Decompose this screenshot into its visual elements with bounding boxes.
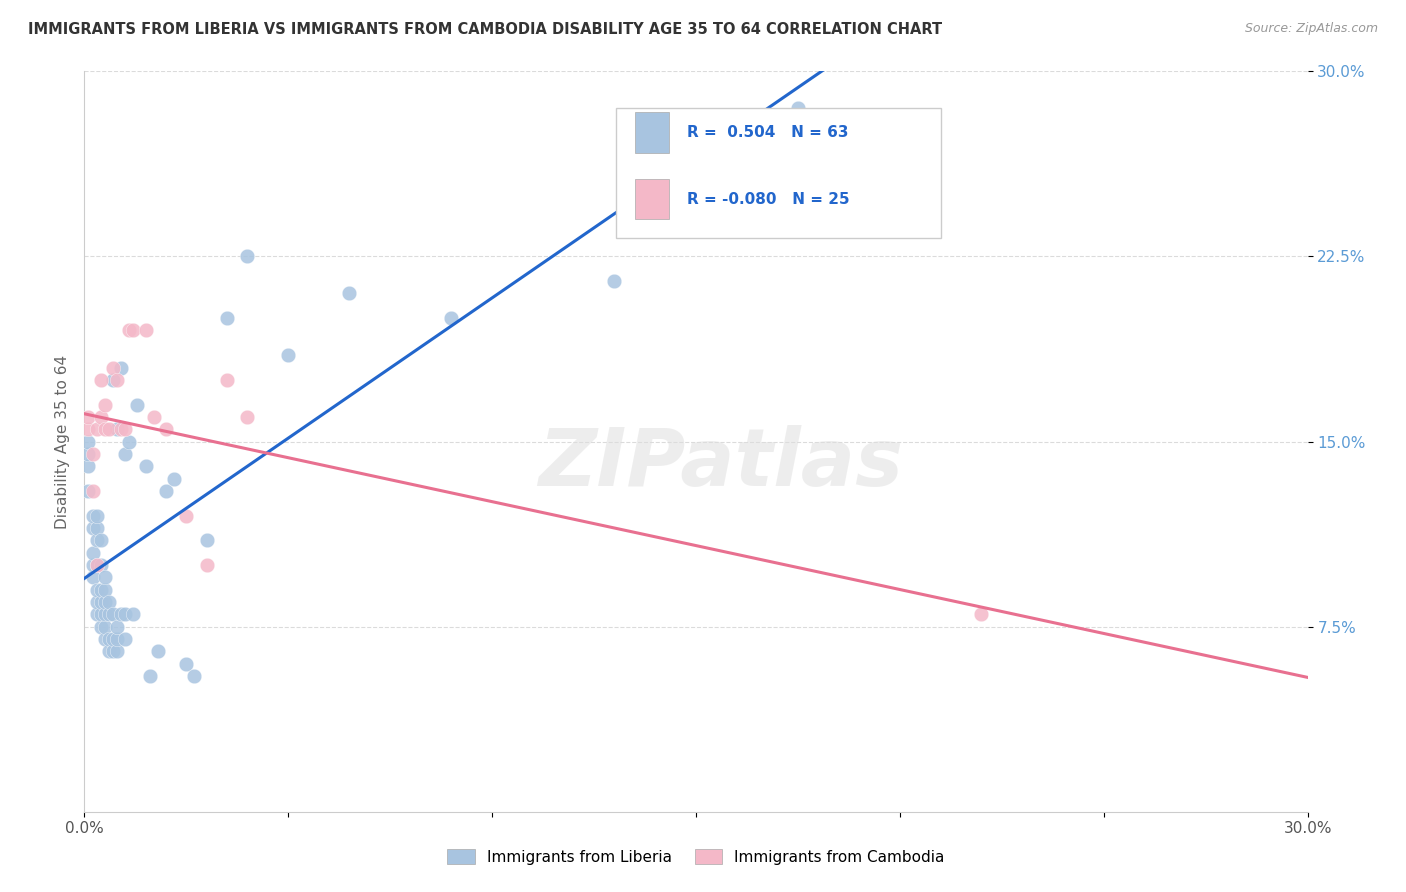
Point	[603, 274, 626, 288]
Point	[217, 373, 239, 387]
Point	[77, 459, 100, 474]
Point	[114, 607, 136, 622]
Point	[93, 398, 115, 412]
Point	[122, 607, 145, 622]
Point	[101, 632, 124, 646]
Point	[236, 409, 259, 424]
Point	[101, 373, 124, 387]
Point	[77, 447, 100, 461]
Point	[146, 644, 169, 658]
Point	[93, 632, 115, 646]
Text: IMMIGRANTS FROM LIBERIA VS IMMIGRANTS FROM CAMBODIA DISABILITY AGE 35 TO 64 CORR: IMMIGRANTS FROM LIBERIA VS IMMIGRANTS FR…	[28, 22, 942, 37]
Point	[93, 607, 115, 622]
Point	[86, 558, 108, 572]
Point	[93, 619, 115, 633]
Point	[77, 434, 100, 449]
Point	[114, 632, 136, 646]
Point	[86, 595, 108, 609]
Point	[97, 632, 120, 646]
Point	[90, 533, 112, 548]
Text: Source: ZipAtlas.com: Source: ZipAtlas.com	[1244, 22, 1378, 36]
Point	[174, 508, 197, 523]
Point	[93, 582, 115, 597]
Point	[105, 373, 128, 387]
Point	[90, 558, 112, 572]
Point	[77, 422, 100, 436]
Point	[86, 558, 108, 572]
Point	[86, 582, 108, 597]
Text: R =  0.504   N = 63: R = 0.504 N = 63	[688, 125, 849, 140]
Y-axis label: Disability Age 35 to 64: Disability Age 35 to 64	[55, 354, 70, 529]
Point	[97, 607, 120, 622]
Point	[110, 607, 132, 622]
Point	[118, 324, 141, 338]
Point	[183, 669, 205, 683]
Point	[118, 434, 141, 449]
Point	[82, 546, 104, 560]
Point	[97, 422, 120, 436]
Point	[174, 657, 197, 671]
Point	[236, 249, 259, 264]
Point	[86, 521, 108, 535]
Text: R = -0.080   N = 25: R = -0.080 N = 25	[688, 192, 851, 207]
Point	[86, 508, 108, 523]
Text: ZIPatlas: ZIPatlas	[538, 425, 903, 503]
Point	[127, 398, 149, 412]
Point	[86, 533, 108, 548]
Point	[440, 311, 463, 326]
Point	[90, 582, 112, 597]
Bar	[636, 112, 669, 153]
Point	[77, 409, 100, 424]
Point	[101, 360, 124, 375]
Legend: Immigrants from Liberia, Immigrants from Cambodia: Immigrants from Liberia, Immigrants from…	[441, 843, 950, 871]
Bar	[636, 178, 669, 219]
Point	[86, 422, 108, 436]
Point	[110, 422, 132, 436]
Point	[101, 607, 124, 622]
Point	[155, 422, 177, 436]
FancyBboxPatch shape	[616, 109, 941, 238]
Point	[90, 409, 112, 424]
Point	[86, 607, 108, 622]
Point	[97, 595, 120, 609]
Point	[339, 286, 361, 301]
Point	[787, 102, 810, 116]
Point	[114, 422, 136, 436]
Point	[135, 324, 157, 338]
Point	[97, 644, 120, 658]
Point	[90, 607, 112, 622]
Point	[110, 360, 132, 375]
Point	[105, 632, 128, 646]
Point	[90, 373, 112, 387]
Point	[105, 619, 128, 633]
Point	[195, 558, 218, 572]
Point	[77, 483, 100, 498]
Point	[93, 595, 115, 609]
Point	[277, 348, 299, 362]
Point	[93, 570, 115, 584]
Point	[163, 471, 186, 485]
Point	[155, 483, 177, 498]
Point	[142, 409, 165, 424]
Point	[195, 533, 218, 548]
Point	[138, 669, 160, 683]
Point	[114, 447, 136, 461]
Point	[970, 607, 993, 622]
Point	[82, 521, 104, 535]
Point	[101, 644, 124, 658]
Point	[82, 558, 104, 572]
Point	[122, 324, 145, 338]
Point	[82, 447, 104, 461]
Point	[105, 644, 128, 658]
Point	[217, 311, 239, 326]
Point	[82, 483, 104, 498]
Point	[82, 508, 104, 523]
Point	[135, 459, 157, 474]
Point	[105, 422, 128, 436]
Point	[90, 619, 112, 633]
Point	[90, 595, 112, 609]
Point	[93, 422, 115, 436]
Point	[82, 570, 104, 584]
